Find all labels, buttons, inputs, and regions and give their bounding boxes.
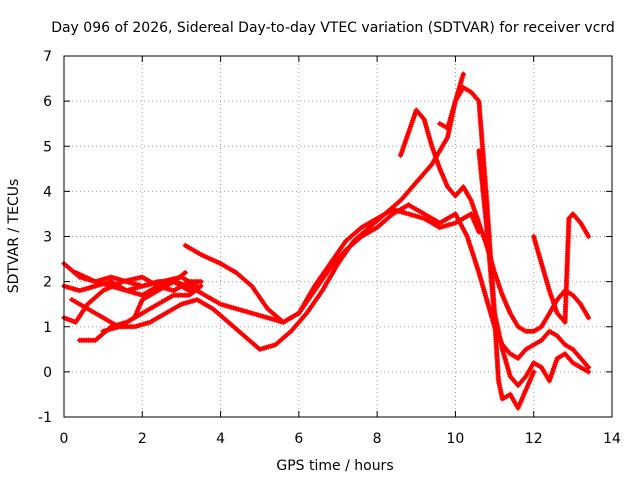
series-satellite-track-11 <box>476 148 537 411</box>
data-series <box>61 71 592 411</box>
x-tick-label: 14 <box>603 431 621 447</box>
y-tick-label: 2 <box>43 275 52 291</box>
x-tick-label: 6 <box>294 431 303 447</box>
series-line <box>101 72 466 352</box>
x-tick-label: 0 <box>60 431 69 447</box>
y-tick-label: 7 <box>43 49 52 65</box>
series-plus-markers <box>531 211 592 325</box>
y-tick-label: 6 <box>43 94 52 110</box>
y-tick-label: 3 <box>43 230 52 246</box>
x-tick-label: 2 <box>138 431 147 447</box>
x-tick-label: 10 <box>447 431 465 447</box>
series-line <box>73 207 481 325</box>
y-tick-label: 1 <box>43 320 52 336</box>
grid <box>64 56 612 417</box>
chart-title: Day 096 of 2026, Sidereal Day-to-day VTE… <box>51 20 615 36</box>
y-tick-label: -1 <box>38 410 52 426</box>
series-plus-markers <box>100 71 466 352</box>
x-tick-label: 4 <box>216 431 225 447</box>
y-tick-label: 0 <box>43 365 52 381</box>
x-axis-label: GPS time / hours <box>276 458 393 474</box>
plot-frame <box>63 55 613 418</box>
series-line <box>183 202 591 370</box>
x-tick-label: 12 <box>525 431 543 447</box>
series-plus-markers <box>73 206 482 325</box>
y-axis-label: SDTVAR / TECUs <box>6 179 22 294</box>
x-tick-label: 8 <box>373 431 382 447</box>
y-tick-label: 5 <box>43 139 52 155</box>
series-plus-markers <box>476 148 537 411</box>
series-satellite-track-12 <box>531 211 592 325</box>
series-satellite-track-8 <box>182 202 592 370</box>
series-satellite-track-6 <box>73 206 482 325</box>
series-plus-markers <box>182 202 592 370</box>
series-satellite-track-7 <box>100 71 466 352</box>
y-tick-label: 4 <box>43 184 52 200</box>
